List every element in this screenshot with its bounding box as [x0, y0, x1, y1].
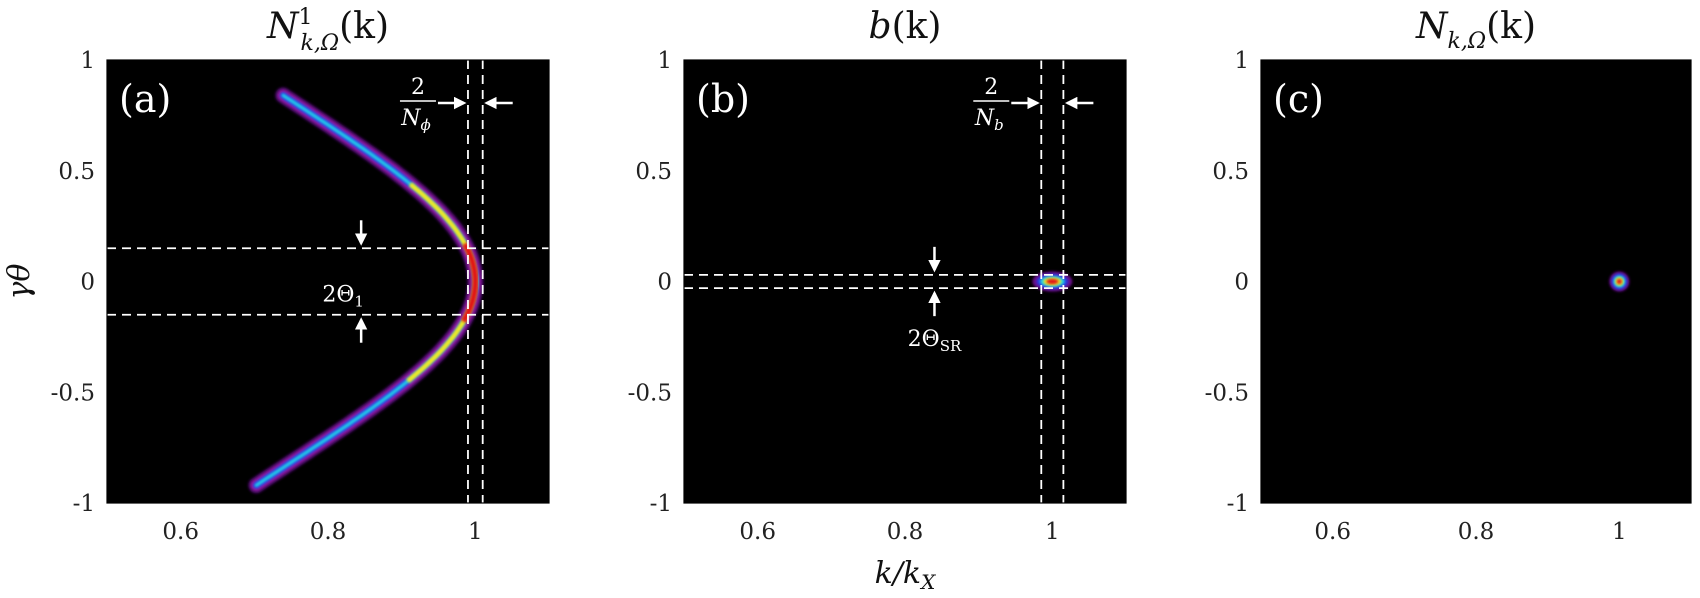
y-tick-label: 1: [1234, 48, 1249, 74]
panel-3: (c) 0.6 0.8 1 1 0.5 0 -0.5 -1 Nk,Ω(k): [1205, 6, 1692, 545]
panel-label: (c): [1273, 77, 1324, 121]
panel-2: 2 Nb 2ΘSR (b) 0.6 0.8 1 1 0.5 0 -0.5 -1 b(k) k/kX: [628, 6, 1127, 594]
y-tick-label: -0.5: [51, 380, 95, 406]
x-tick-label: 0.6: [162, 519, 199, 545]
y-tick-label: 0.5: [58, 159, 95, 185]
width-annotation-denominator: Nb: [974, 106, 1004, 134]
x-tick-label: 1: [1612, 519, 1627, 545]
width-annotation-numerator: 2: [984, 75, 998, 100]
y-tick-label: -1: [1227, 491, 1249, 517]
height-annotation-label: 2ΘSR: [908, 327, 962, 355]
y-tick-label: 0: [657, 270, 672, 296]
spot-ring-5: [1046, 278, 1059, 285]
y-tick-label: -1: [73, 491, 95, 517]
plot-content: [684, 60, 1126, 503]
x-axis-label: k/kX: [875, 556, 936, 594]
y-tick-label: -0.5: [628, 380, 672, 406]
panel-title: N1 k,Ω(k): [266, 5, 389, 56]
panel-label: (a): [119, 77, 171, 121]
y-axis-label: γθ: [2, 264, 37, 300]
y-tick-label: 0.5: [1212, 159, 1249, 185]
x-tick-label: 1: [1045, 519, 1060, 545]
x-tick-label: 0.6: [739, 519, 776, 545]
y-tick-label: 0: [80, 270, 95, 296]
x-tick-label: 0.6: [1314, 519, 1351, 545]
parabola-red-core: [460, 242, 479, 323]
y-tick-label: 0.5: [635, 159, 672, 185]
y-tick-label: 1: [657, 48, 672, 74]
panel-label: (b): [696, 77, 750, 121]
y-tick-label: 0: [1234, 270, 1249, 296]
y-tick-label: 1: [80, 48, 95, 74]
x-tick-label: 0.8: [1458, 519, 1495, 545]
y-tick-label: -1: [650, 491, 672, 517]
x-tick-label: 1: [468, 519, 483, 545]
panel-title: Nk,Ω(k): [1415, 6, 1536, 54]
height-annotation-label: 2Θ1: [322, 283, 364, 311]
x-tick-label: 0.8: [887, 519, 924, 545]
width-annotation-numerator: 2: [411, 75, 425, 100]
plot-content: [1609, 271, 1630, 292]
panel-title: b(k): [869, 6, 942, 47]
x-tick-label: 0.8: [310, 519, 347, 545]
y-tick-label: -0.5: [1205, 380, 1249, 406]
plot-content: [107, 60, 549, 503]
panel-1: 2 Nϕ 2Θ1 (a) 0.6 0.8 1 1 0.5 0 -0.5 -1 N1 k,Ω(k) γθ: [2, 5, 550, 545]
width-annotation-denominator: Nϕ: [400, 106, 430, 134]
dot-ring-5: [1616, 278, 1622, 285]
